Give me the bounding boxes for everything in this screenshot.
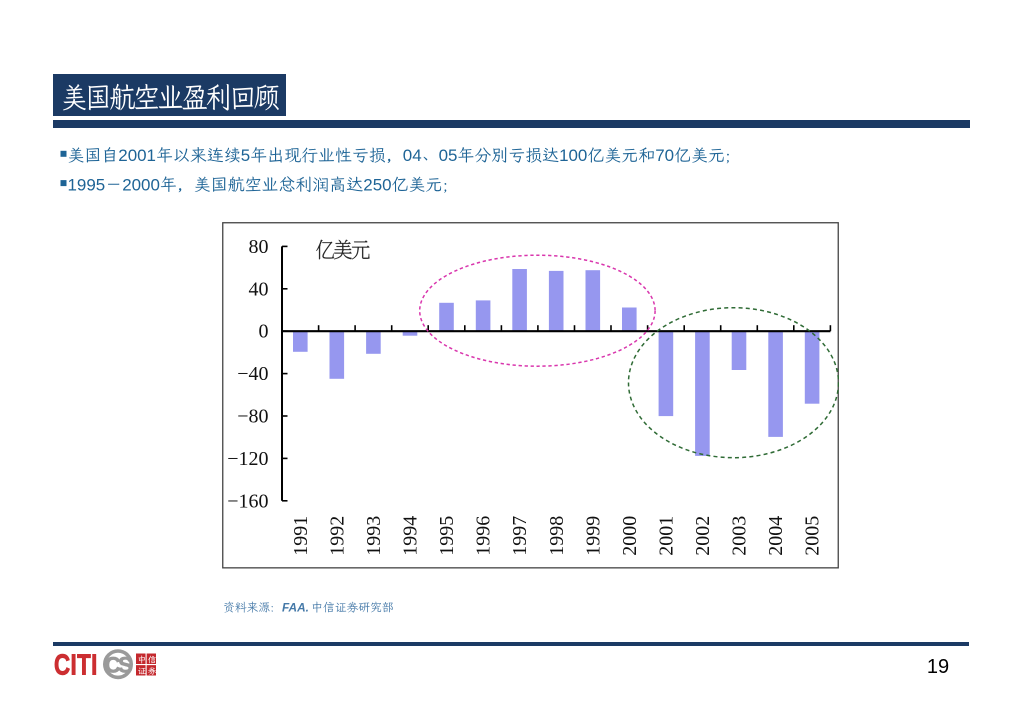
svg-text:04: 04 [403,146,422,165]
svg-text:40: 40 [248,279,268,301]
svg-text:FAA.: FAA. [282,600,309,614]
svg-text:−160: −160 [227,491,268,513]
svg-text:1995: 1995 [68,175,106,194]
svg-text:2000: 2000 [122,175,160,194]
svg-text:2001: 2001 [118,146,156,165]
svg-text:05: 05 [439,146,458,165]
svg-text:70: 70 [655,146,674,165]
svg-text:5: 5 [241,146,250,165]
svg-text:CITI: CITI [54,650,98,681]
svg-text:1997: 1997 [509,516,531,556]
svg-text:1993: 1993 [363,516,385,556]
svg-text:250: 250 [363,175,391,194]
svg-text:1996: 1996 [472,516,494,556]
svg-text:2001: 2001 [655,516,677,556]
svg-text:1992: 1992 [326,516,348,556]
svg-text:1994: 1994 [399,516,421,556]
svg-text:1999: 1999 [582,516,604,556]
svg-text:2000: 2000 [618,516,640,556]
svg-text:2002: 2002 [691,516,713,556]
svg-text:100: 100 [559,146,587,165]
svg-text:0: 0 [258,321,268,343]
svg-text:2003: 2003 [728,516,750,556]
svg-text:−40: −40 [237,363,268,385]
svg-text:1991: 1991 [289,516,311,556]
svg-text:80: 80 [248,236,268,258]
svg-text:2004: 2004 [765,516,787,556]
svg-text:1998: 1998 [545,516,567,556]
svg-text:CS: CS [105,653,132,678]
svg-text:−80: −80 [237,406,268,428]
svg-text:2005: 2005 [801,516,823,556]
svg-text:1995: 1995 [436,516,458,556]
svg-text:−120: −120 [227,448,268,470]
